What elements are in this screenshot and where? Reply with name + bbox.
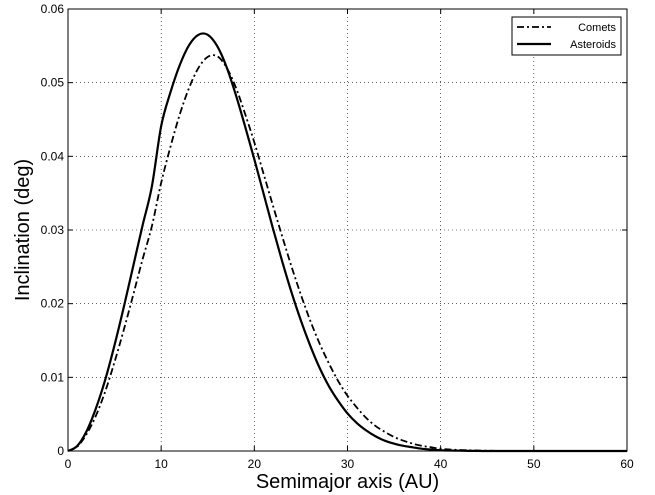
x-tick-label: 40 [434,457,448,471]
x-axis-label: Semimajor axis (AU) [256,471,439,493]
legend-label-comets: Comets [578,22,616,34]
y-tick-label: 0.04 [41,149,65,163]
x-tick-label: 0 [65,457,72,471]
x-tick-label: 50 [527,457,541,471]
legend-box [511,16,622,56]
y-tick-label: 0 [57,444,64,458]
x-tick-label: 60 [620,457,634,471]
series-line-asteroids [67,32,627,453]
y-tick-label: 0.01 [41,370,65,384]
legend-label-asteroids: Asteroids [570,39,616,51]
y-axis-label: Inclination (deg) [12,159,34,301]
y-tick-label: 0.02 [41,297,65,311]
x-tick-label: 10 [154,457,168,471]
grid [68,9,627,451]
y-tick-label: 0.05 [41,76,65,90]
x-tick-label: 20 [248,457,262,471]
axis-ticks: 0 10 20 30 40 50 60 0 0.01 0.02 0.03 0.04 0.05 0.06 [41,2,634,471]
legend: Comets Asteroids [511,16,622,56]
x-tick-label: 30 [341,457,355,471]
y-tick-label: 0.03 [41,223,65,237]
y-tick-label: 0.06 [41,2,65,16]
series-lines [67,32,627,453]
